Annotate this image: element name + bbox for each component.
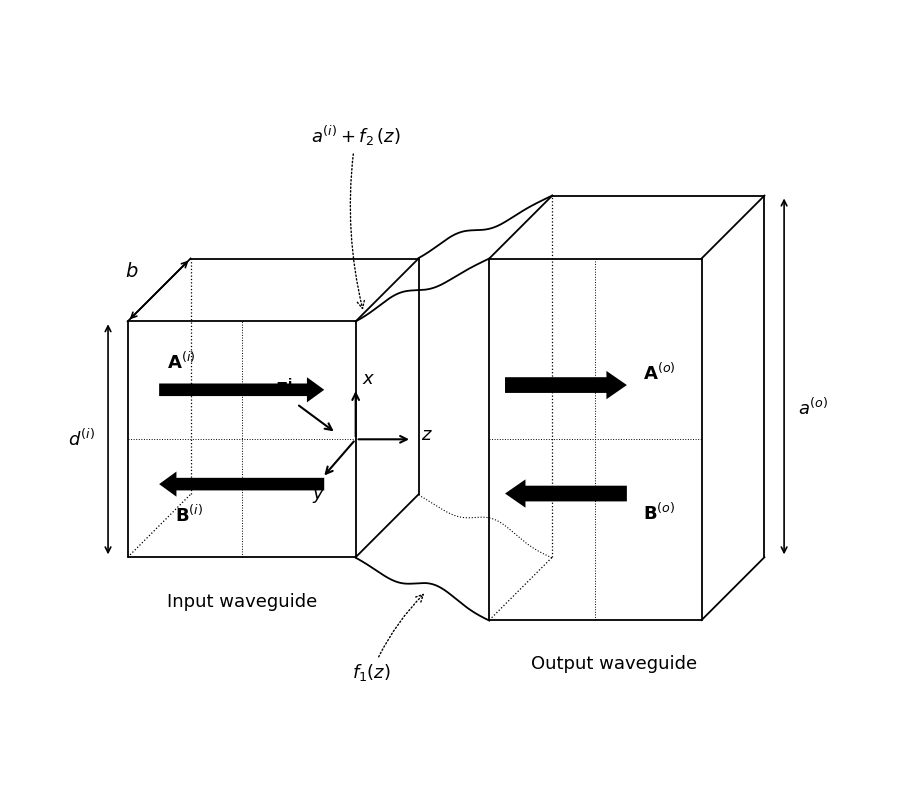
Text: Input waveguide: Input waveguide <box>166 593 317 610</box>
Text: $a^{(i)}+f_2\,(z)$: $a^{(i)}+f_2\,(z)$ <box>310 124 400 309</box>
Text: $x$: $x$ <box>362 370 375 388</box>
Text: $\mathbf{A}^{(o)}$: $\mathbf{A}^{(o)}$ <box>643 362 675 384</box>
Text: $b$: $b$ <box>125 262 139 281</box>
Text: $\mathbf{E}^\mathbf{i}$: $\mathbf{E}^\mathbf{i}$ <box>275 379 292 400</box>
Text: $\mathbf{B}^{(i)}$: $\mathbf{B}^{(i)}$ <box>175 505 203 526</box>
Text: $f_1(z)$: $f_1(z)$ <box>352 594 423 683</box>
FancyArrow shape <box>505 371 627 399</box>
FancyArrow shape <box>159 378 324 402</box>
FancyArrow shape <box>159 471 324 497</box>
Text: $\mathbf{B}^{(o)}$: $\mathbf{B}^{(o)}$ <box>643 503 675 524</box>
Text: $y$: $y$ <box>312 487 325 505</box>
Text: $\mathbf{A}^{(i)}$: $\mathbf{A}^{(i)}$ <box>167 351 195 373</box>
Text: $d^{(i)}$: $d^{(i)}$ <box>68 429 94 450</box>
Text: $z$: $z$ <box>421 426 433 444</box>
FancyArrow shape <box>505 479 627 508</box>
Text: $a^{(o)}$: $a^{(o)}$ <box>798 398 829 418</box>
Text: Output waveguide: Output waveguide <box>531 655 698 674</box>
